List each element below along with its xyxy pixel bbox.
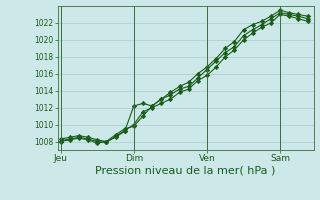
X-axis label: Pression niveau de la mer( hPa ): Pression niveau de la mer( hPa ) [95,166,276,176]
